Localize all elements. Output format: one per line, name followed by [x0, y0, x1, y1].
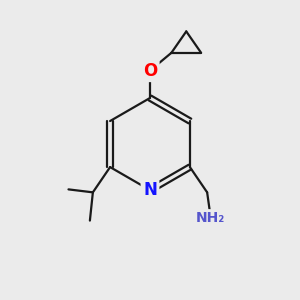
Text: O: O: [143, 61, 157, 80]
Text: NH₂: NH₂: [196, 211, 225, 225]
Text: N: N: [143, 181, 157, 199]
